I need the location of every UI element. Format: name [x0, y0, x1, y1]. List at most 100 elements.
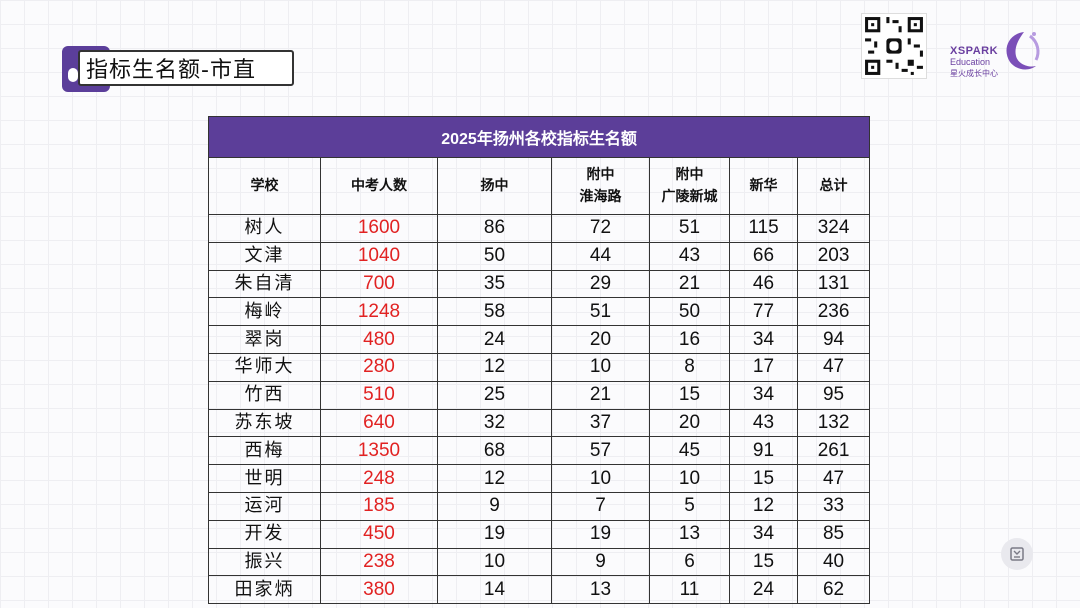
header-yangzhong-label: 扬中 — [480, 178, 509, 194]
fuzhong-huaihai-cell: 57 — [551, 436, 650, 466]
yangzhong-cell: 12 — [437, 352, 552, 382]
exam-count-cell: 700 — [320, 269, 438, 299]
fuzhong-huaihai-cell: 51 — [551, 297, 650, 327]
quota-table: 2025年扬州各校指标生名额 学校 中考人数 扬中 附中 淮海路 附中 广陵新城 新… — [207, 116, 871, 605]
exam-count-cell: 510 — [320, 380, 438, 410]
table-row: 文津 1040 50 44 43 66 203 — [208, 241, 871, 271]
exam-count-cell: 1350 — [320, 436, 438, 466]
header-fuzhong-huaihai-line2: 淮海路 — [579, 189, 622, 205]
total-cell: 261 — [796, 436, 871, 466]
fuzhong-guangling-cell: 8 — [649, 352, 730, 382]
fuzhong-huaihai-cell: 13 — [551, 575, 650, 605]
xspark-logo-icon — [1006, 32, 1040, 70]
fuzhong-huaihai-cell: 44 — [551, 241, 650, 271]
notebook-icon[interactable] — [1001, 538, 1033, 570]
xinhua-cell: 46 — [729, 269, 798, 299]
total-cell: 47 — [796, 464, 871, 493]
slide-title-badge: 指标生名额-市直 — [62, 46, 298, 92]
yangzhong-cell: 25 — [437, 380, 552, 410]
table-row: 朱自清 700 35 29 21 46 131 — [208, 269, 871, 299]
total-cell: 33 — [796, 491, 871, 521]
fuzhong-guangling-cell: 10 — [649, 464, 730, 493]
yangzhong-cell: 12 — [437, 464, 552, 493]
school-cell: 运河 — [208, 491, 321, 521]
xinhua-cell: 66 — [729, 241, 798, 271]
total-cell: 324 — [796, 214, 871, 243]
table-row: 开发 450 19 19 13 34 85 — [208, 519, 871, 549]
title-box: 指标生名额-市直 — [78, 50, 294, 86]
yangzhong-cell: 9 — [437, 491, 552, 521]
yangzhong-cell: 86 — [437, 214, 552, 243]
fuzhong-guangling-cell: 20 — [649, 408, 730, 438]
table-header-row: 学校 中考人数 扬中 附中 淮海路 附中 广陵新城 新华 总计 — [208, 157, 871, 215]
total-cell: 131 — [796, 269, 871, 299]
xinhua-cell: 34 — [729, 519, 798, 549]
school-cell: 竹西 — [208, 380, 321, 410]
school-cell: 开发 — [208, 519, 321, 549]
table-row: 振兴 238 10 9 6 15 40 — [208, 547, 871, 577]
school-cell: 西梅 — [208, 436, 321, 466]
slide-title: 指标生名额-市直 — [86, 58, 256, 83]
table-row: 世明 248 12 10 10 15 47 — [208, 464, 871, 493]
xinhua-cell: 15 — [729, 464, 798, 493]
school-cell: 振兴 — [208, 547, 321, 577]
xinhua-cell: 115 — [729, 214, 798, 243]
total-cell: 94 — [796, 325, 871, 354]
fuzhong-guangling-cell: 21 — [649, 269, 730, 299]
exam-count-cell: 1600 — [320, 214, 438, 243]
table-caption-row: 2025年扬州各校指标生名额 — [207, 116, 871, 158]
fuzhong-huaihai-cell: 72 — [551, 214, 650, 243]
xinhua-cell: 17 — [729, 352, 798, 382]
header-school-label: 学校 — [250, 178, 279, 194]
fuzhong-guangling-cell: 51 — [649, 214, 730, 243]
exam-count-cell: 1040 — [320, 241, 438, 271]
yangzhong-cell: 10 — [437, 547, 552, 577]
exam-count-cell: 380 — [320, 575, 438, 605]
fuzhong-huaihai-cell: 20 — [551, 325, 650, 354]
header-exam-count-label: 中考人数 — [351, 178, 407, 194]
table-row: 树人 1600 86 72 51 115 324 — [208, 214, 871, 243]
xinhua-cell: 34 — [729, 325, 798, 354]
fuzhong-guangling-cell: 15 — [649, 380, 730, 410]
brand-chinese-name: 星火成长中心 — [950, 69, 998, 78]
fuzhong-guangling-cell: 11 — [649, 575, 730, 605]
exam-count-cell: 1248 — [320, 297, 438, 327]
fuzhong-huaihai-cell: 9 — [551, 547, 650, 577]
qr-code-icon — [861, 13, 927, 79]
fuzhong-huaihai-cell: 19 — [551, 519, 650, 549]
header-fuzhong-huaihai: 附中 淮海路 — [551, 157, 650, 215]
xinhua-cell: 34 — [729, 380, 798, 410]
exam-count-cell: 238 — [320, 547, 438, 577]
header-xinhua-label: 新华 — [749, 178, 778, 194]
table-row: 苏东坡 640 32 37 20 43 132 — [208, 408, 871, 438]
brand-logo: XSPARK Education 星火成长中心 — [948, 28, 1048, 80]
brand-name: XSPARK — [950, 45, 999, 57]
fuzhong-huaihai-cell: 7 — [551, 491, 650, 521]
yangzhong-cell: 14 — [437, 575, 552, 605]
total-cell: 95 — [796, 380, 871, 410]
header-school: 学校 — [208, 157, 321, 215]
header-total-label: 总计 — [819, 178, 848, 194]
table-row: 华师大 280 12 10 8 17 47 — [208, 352, 871, 382]
fuzhong-guangling-cell: 43 — [649, 241, 730, 271]
table-row: 梅岭 1248 58 51 50 77 236 — [208, 297, 871, 327]
school-cell: 翠岗 — [208, 325, 321, 354]
school-cell: 田家炳 — [208, 575, 321, 605]
exam-count-cell: 185 — [320, 491, 438, 521]
fuzhong-huaihai-cell: 10 — [551, 464, 650, 493]
header-fuzhong-guangling-line1: 附中 — [675, 167, 704, 183]
fuzhong-guangling-cell: 13 — [649, 519, 730, 549]
school-cell: 世明 — [208, 464, 321, 493]
table-row: 竹西 510 25 21 15 34 95 — [208, 380, 871, 410]
table-row: 运河 185 9 7 5 12 33 — [208, 491, 871, 521]
table-row: 翠岗 480 24 20 16 34 94 — [208, 325, 871, 354]
fuzhong-huaihai-cell: 29 — [551, 269, 650, 299]
school-cell: 文津 — [208, 241, 321, 271]
yangzhong-cell: 58 — [437, 297, 552, 327]
yangzhong-cell: 68 — [437, 436, 552, 466]
fuzhong-huaihai-cell: 37 — [551, 408, 650, 438]
yangzhong-cell: 24 — [437, 325, 552, 354]
total-cell: 62 — [796, 575, 871, 605]
school-cell: 梅岭 — [208, 297, 321, 327]
